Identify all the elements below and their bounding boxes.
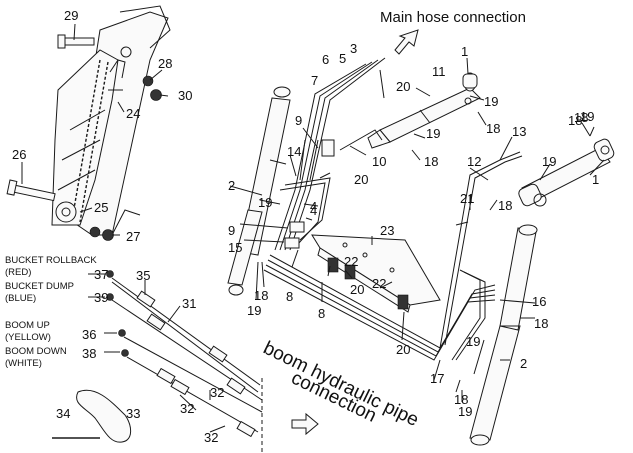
cylinder-top <box>367 72 481 149</box>
hose-bundle <box>274 57 386 251</box>
callout-10: 10 <box>372 154 386 169</box>
boom-pipe-arrow-icon <box>291 412 319 436</box>
callout-2: 2 <box>520 356 527 371</box>
callout-32: 32 <box>210 385 224 400</box>
callout-12: 12 <box>467 154 481 169</box>
callout-13: 13 <box>512 124 526 139</box>
callout-18: 18 <box>574 110 588 125</box>
red-label: (RED) <box>5 267 31 278</box>
callout-4: 4 <box>310 203 317 218</box>
callout-17: 17 <box>430 371 444 386</box>
callout-32: 32 <box>204 430 218 445</box>
sleeve-part <box>52 389 132 443</box>
callout-2: 2 <box>228 178 235 193</box>
callout-24: 24 <box>126 106 140 121</box>
callout-18: 18 <box>498 198 512 213</box>
callout-19: 19 <box>426 126 440 141</box>
callout-8: 8 <box>318 306 325 321</box>
boom-up-label: BOOM UP <box>5 320 50 331</box>
callout-18: 18 <box>424 154 438 169</box>
bucket-rollback-label: BUCKET ROLLBACK <box>5 255 97 266</box>
callout-32: 32 <box>180 401 194 416</box>
cylinder-right <box>518 138 615 207</box>
callout-22: 22 <box>372 276 386 291</box>
callout-1: 1 <box>592 172 599 187</box>
callout-28: 28 <box>158 56 172 71</box>
leader-lines <box>21 23 605 433</box>
hose-assemblies <box>106 270 263 453</box>
callout-15: 15 <box>228 240 242 255</box>
callout-34: 34 <box>56 406 70 421</box>
callout-19: 19 <box>484 94 498 109</box>
callout-37: 37 <box>94 267 108 282</box>
callout-4: 4 <box>310 199 317 214</box>
part-number-callouts: 2928302426252713567112019189101314122192… <box>12 8 599 445</box>
white-label: (WHITE) <box>5 358 42 369</box>
callout-19: 19 <box>466 334 480 349</box>
callout-39: 39 <box>94 290 108 305</box>
callout-19: 19 <box>542 154 556 169</box>
bucket-dump-label: BUCKET DUMP <box>5 281 74 292</box>
cylinder-right-vertical <box>469 224 538 446</box>
callout-11: 11 <box>432 64 446 79</box>
callout-19: 19 <box>580 109 594 124</box>
callout-19: 19 <box>247 303 261 318</box>
main-hose-label: Main hose connection <box>380 9 526 26</box>
callout-7: 7 <box>311 73 318 88</box>
callout-29: 29 <box>64 8 78 23</box>
callout-36: 36 <box>82 327 96 342</box>
callout-5: 5 <box>339 51 346 66</box>
boom-down-label: BOOM DOWN <box>5 346 67 357</box>
callout-26: 26 <box>12 147 26 162</box>
main-hose-arrow-icon <box>394 29 419 55</box>
callout-20: 20 <box>350 282 364 297</box>
callout-31: 31 <box>182 296 196 311</box>
callout-20: 20 <box>396 79 410 94</box>
callout-18: 18 <box>534 316 548 331</box>
callout-19: 19 <box>458 404 472 419</box>
callout-33: 33 <box>126 406 140 421</box>
callout-25: 25 <box>94 200 108 215</box>
callout-19: 19 <box>258 195 272 210</box>
callout-35: 35 <box>136 268 150 283</box>
callout-30: 30 <box>178 88 192 103</box>
callout-9: 9 <box>228 223 235 238</box>
callout-20: 20 <box>354 172 368 187</box>
callout-18: 18 <box>568 113 582 128</box>
callout-9: 9 <box>295 113 302 128</box>
callout-8: 8 <box>286 289 293 304</box>
blue-label: (BLUE) <box>5 293 36 304</box>
callout-6: 6 <box>322 52 329 67</box>
callout-23: 23 <box>380 223 394 238</box>
boom-arm-drawing <box>6 5 171 241</box>
callout-20: 20 <box>396 342 410 357</box>
callout-22: 22 <box>344 254 358 269</box>
callout-21: 21 <box>460 191 474 206</box>
yellow-label: (YELLOW) <box>5 332 51 343</box>
callout-27: 27 <box>126 229 140 244</box>
callout-18: 18 <box>454 392 468 407</box>
callout-18: 18 <box>254 288 268 303</box>
callout-16: 16 <box>532 294 546 309</box>
mounting-plate <box>311 234 441 313</box>
callout-1: 1 <box>461 44 468 59</box>
boom-pipes <box>263 151 523 361</box>
callout-14: 14 <box>287 144 301 159</box>
cylinder-left <box>227 86 291 296</box>
callout-38: 38 <box>82 346 96 361</box>
callout-3: 3 <box>350 41 357 56</box>
callout-18: 18 <box>486 121 500 136</box>
